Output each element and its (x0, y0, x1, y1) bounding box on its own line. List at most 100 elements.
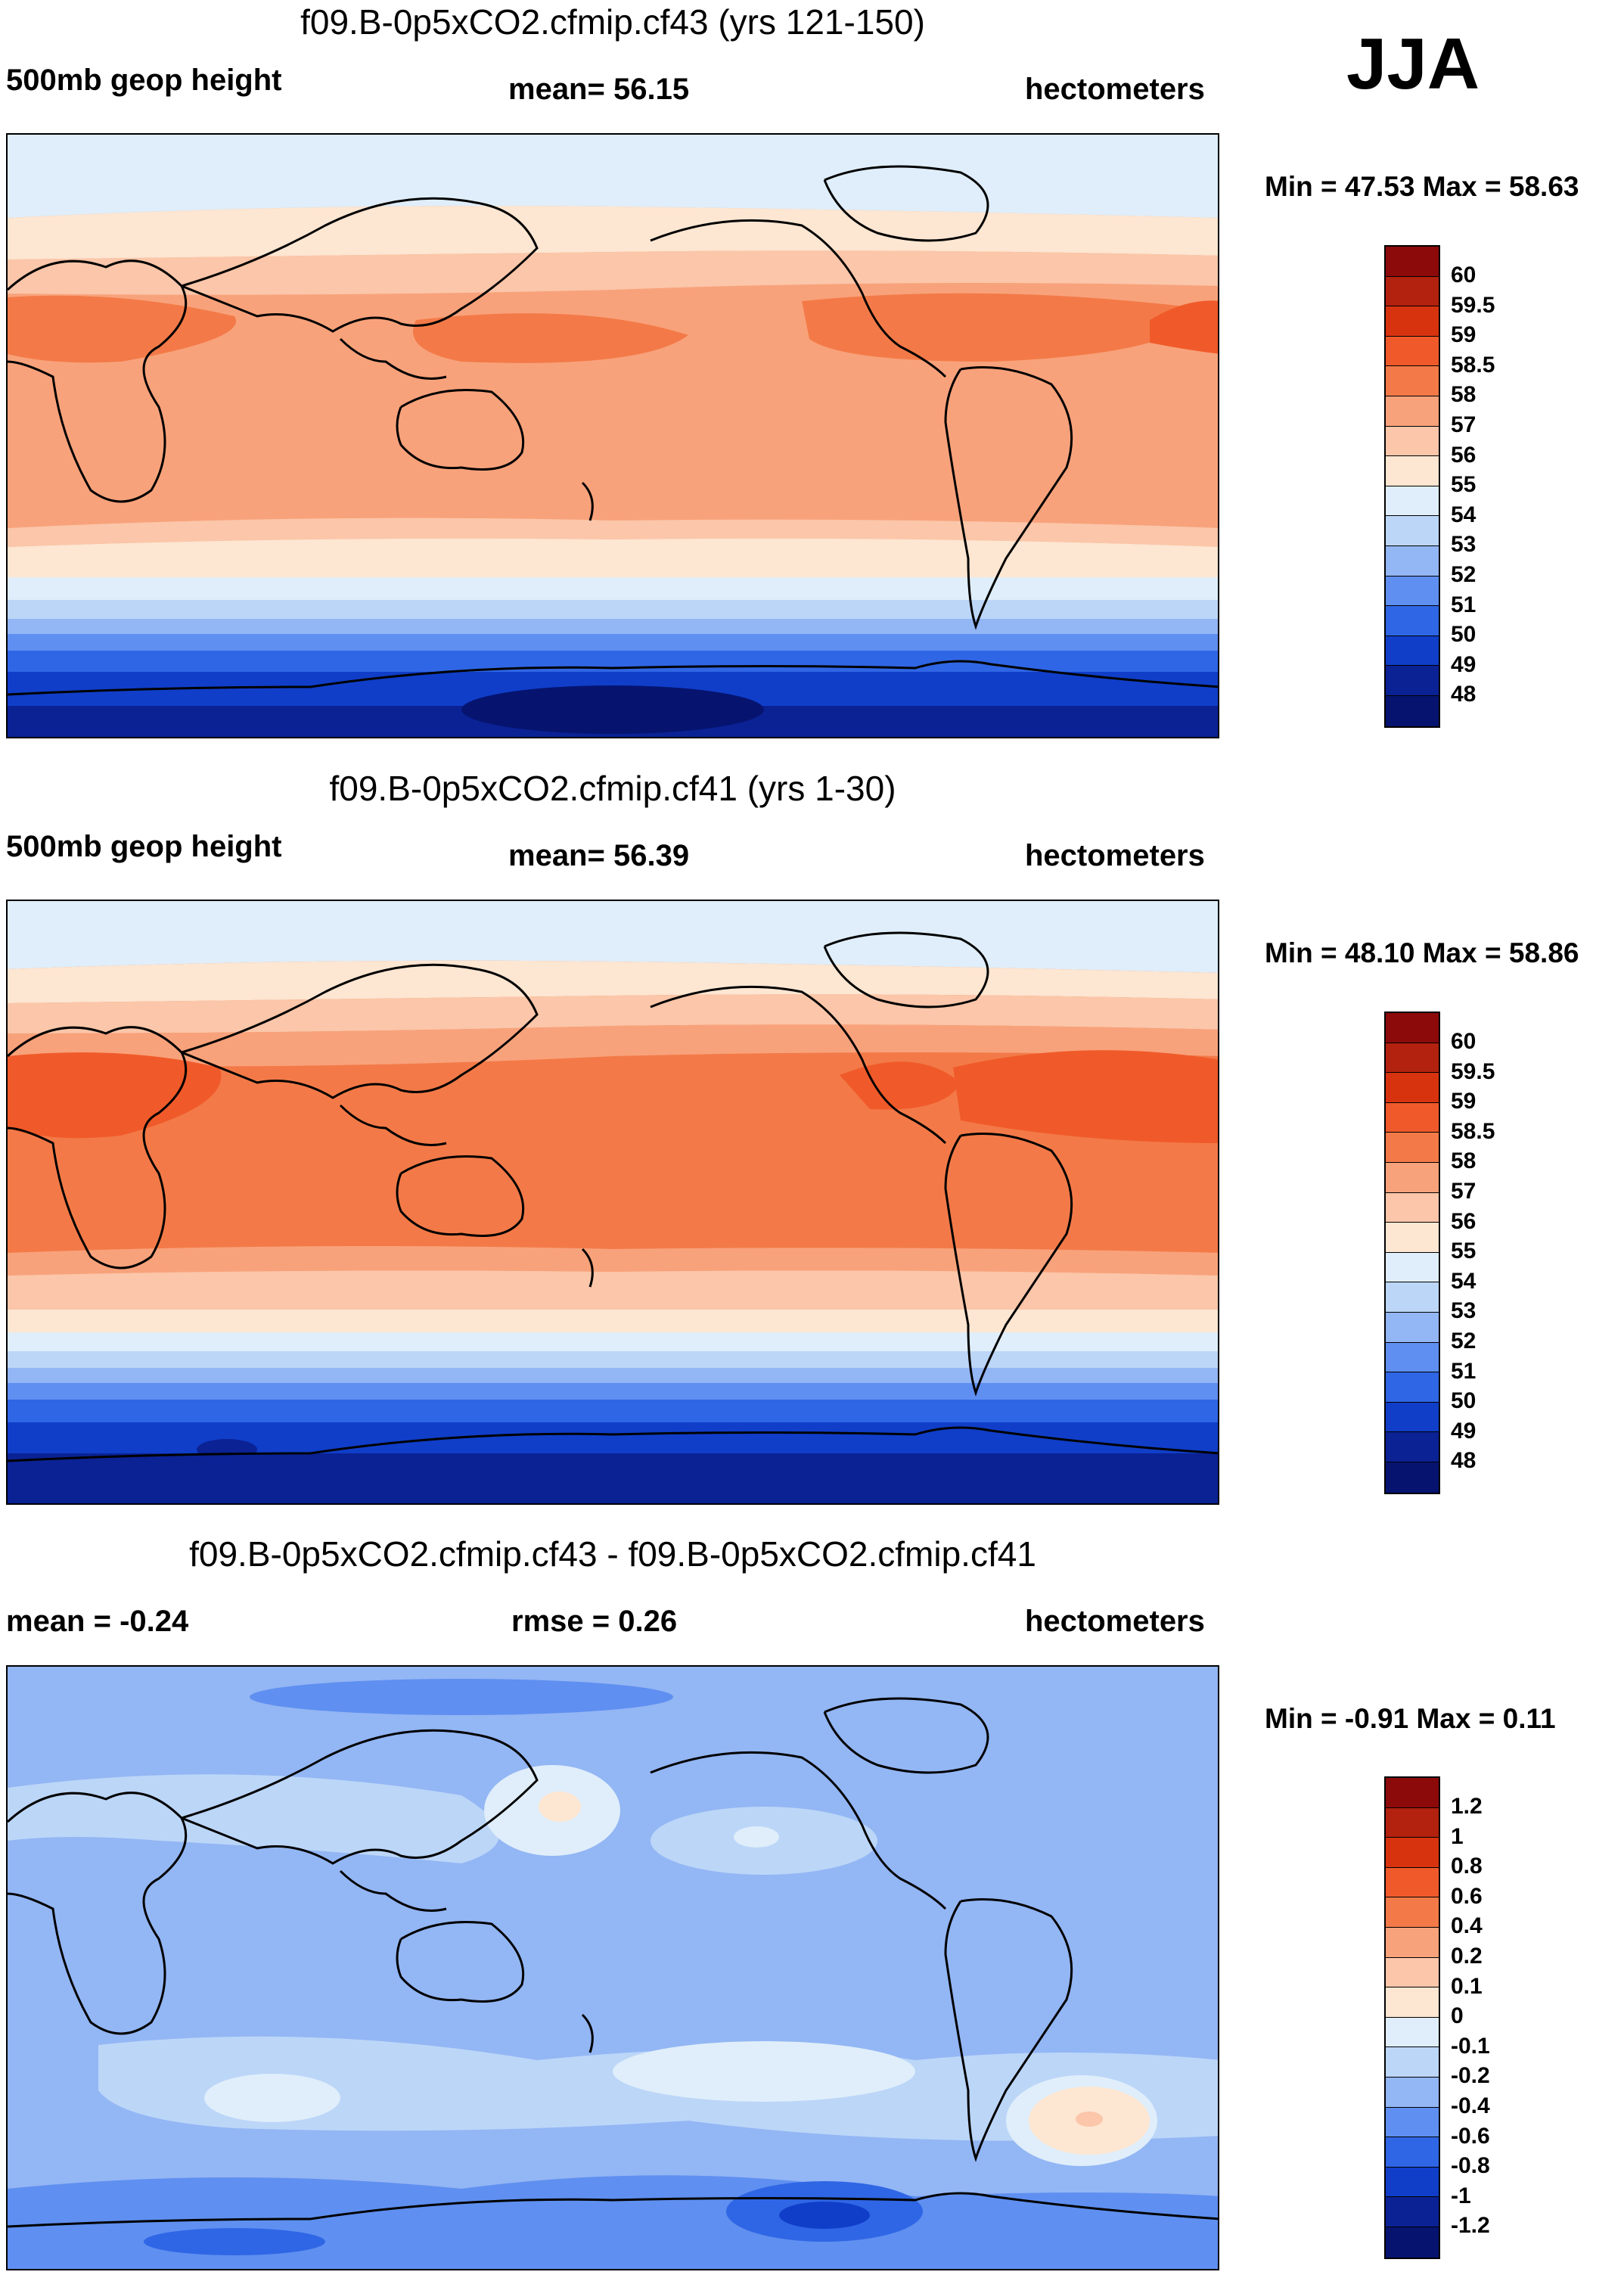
panel-1-colorbar-swatch (1386, 396, 1439, 427)
panel-3-anom-eurasia (8, 1774, 499, 1863)
panel-2-colorbar-swatch (1386, 1342, 1439, 1373)
colorbar-tick-label: 59.5 (1451, 1058, 1495, 1084)
season-label: JJA (1346, 23, 1480, 104)
panel-3-band-base (8, 1667, 1218, 2269)
panel-1-band-55 (8, 206, 1218, 259)
panel-1-map (6, 133, 1219, 738)
colorbar-tick-label: -1 (1451, 2183, 1471, 2208)
panel-1-colorbar (1384, 245, 1440, 728)
colorbar-tick-label: 52 (1451, 1329, 1477, 1353)
panel-3-colorbar-swatch (1386, 1867, 1439, 1898)
colorbar-tick-label: 48 (1451, 1448, 1477, 1474)
colorbar-tick-label: 58.5 (1451, 352, 1495, 378)
panel-2-colorbar-swatch (1386, 1402, 1439, 1433)
panel-2-units-label: hectometers (1025, 839, 1205, 872)
panel-1-colorbar-swatch (1386, 516, 1439, 546)
panel-3-anom-low-2-core (779, 2202, 870, 2229)
panel-3-colorbar-swatch (1386, 2107, 1439, 2138)
colorbar-tick-label: -0.6 (1451, 2123, 1490, 2149)
panel-2-colorbar-swatch (1386, 1043, 1439, 1074)
panel-1-high-core (1150, 300, 1218, 354)
panel-2-colorbar (1384, 1012, 1440, 1494)
panel-2-colorbar-swatch (1386, 1432, 1439, 1462)
panel-2-colorbar-swatch (1386, 1223, 1439, 1253)
panel-2-high-america (840, 1061, 961, 1110)
panel-3-mean-label: mean = -0.24 (6, 1605, 189, 1638)
panel-3-colorbar-swatch (1386, 2017, 1439, 2048)
colorbar-tick-label: 0.6 (1451, 1883, 1483, 1909)
panel-2-band-s50 (8, 1400, 1218, 1422)
panel-1-units-label: hectometers (1025, 73, 1205, 106)
panel-3-anom-indian (204, 2074, 340, 2122)
panel-1-high-africa (8, 295, 237, 363)
panel-1-band-polar (8, 135, 1218, 218)
panel-2-band-s51 (8, 1383, 1218, 1400)
colorbar-tick-label: 58 (1451, 1148, 1477, 1174)
panel-3-colorbar-swatch (1386, 1987, 1439, 2018)
panel-2-band-s56 (8, 1270, 1218, 1310)
panel-3-min-max: Min = -0.91 Max = 0.11 (1265, 1703, 1556, 1734)
panel-2-colorbar-swatch (1386, 1102, 1439, 1133)
panel-1-high-pacific (413, 313, 688, 363)
panel-3-colorbar-swatch (1386, 1897, 1439, 1928)
colorbar-tick-label: 0.2 (1451, 1944, 1483, 1969)
panel-3-anom-satl-peak (1076, 2112, 1103, 2127)
colorbar-tick-label: 58.5 (1451, 1118, 1495, 1144)
panel-1-min-max: Min = 47.53 Max = 58.63 (1265, 171, 1579, 202)
panel-2-mean-label: mean= 56.39 (508, 839, 690, 872)
panel-1-band-s51 (8, 634, 1218, 651)
panel-1-colorbar-swatch (1386, 486, 1439, 517)
panel-1-colorbar-swatch (1386, 636, 1439, 667)
panel-1-title: f09.B-0p5xCO2.cfmip.cf43 (yrs 121-150) (300, 2, 925, 42)
colorbar-tick-label: 49 (1451, 651, 1477, 677)
colorbar-tick-label: 56 (1451, 442, 1477, 468)
panel-2-map (6, 900, 1219, 1505)
colorbar-tick-label: -1.2 (1451, 2213, 1490, 2239)
colorbar-tick-label: 53 (1451, 532, 1477, 558)
panel-1-low-antarctic (461, 685, 764, 734)
panel-2-band-s52 (8, 1368, 1218, 1383)
colorbar-tick-label: 50 (1451, 1388, 1477, 1414)
colorbar-tick-label: 51 (1451, 1358, 1477, 1384)
panel-1-band-s54 (8, 577, 1218, 600)
panel-1-colorbar-swatch (1386, 666, 1439, 696)
panel-2-colorbar-swatch (1386, 1013, 1439, 1043)
panel-2-variable-label: 500mb geop height (6, 830, 282, 863)
panel-3-coastlines (8, 1697, 1218, 2228)
panel-2-colorbar-swatch (1386, 1312, 1439, 1343)
colorbar-tick-label: 60 (1451, 263, 1477, 287)
panel-3-anom-kamchatka-core (539, 1792, 581, 1822)
panel-1-colorbar-swatch (1386, 576, 1439, 607)
colorbar-tick-label: 58 (1451, 382, 1477, 408)
panel-2-coastlines (8, 931, 1218, 1462)
panel-1-colorbar-swatch (1386, 456, 1439, 486)
panel-3-anom-spac (613, 2041, 915, 2102)
colorbar-tick-label: 49 (1451, 1418, 1477, 1444)
panel-1-map-svg (8, 135, 1218, 737)
panel-1-colorbar-swatch (1386, 336, 1439, 367)
panel-3-anom-low-1 (144, 2228, 325, 2255)
panel-2-colorbar-swatch (1386, 1073, 1439, 1103)
panel-1-colorbar-swatch (1386, 306, 1439, 337)
panel-3-units-label: hectometers (1025, 1605, 1205, 1638)
panel-2-min-max: Min = 48.10 Max = 58.86 (1265, 937, 1579, 968)
colorbar-tick-label: 1 (1451, 1823, 1464, 1849)
colorbar-tick-label: 53 (1451, 1298, 1477, 1324)
panel-2-colorbar-swatch (1386, 1282, 1439, 1313)
panel-2-colorbar-swatch (1386, 1372, 1439, 1403)
panel-3-map-svg (8, 1667, 1218, 2269)
panel-1-band-s55 (8, 538, 1218, 577)
panel-2-map-svg (8, 901, 1218, 1503)
colorbar-tick-label: 50 (1451, 622, 1477, 648)
panel-3-colorbar-swatch (1386, 2167, 1439, 2198)
colorbar-tick-label: 0.4 (1451, 1913, 1483, 1939)
colorbar-tick-label: 60 (1451, 1029, 1477, 1054)
panel-1-variable-label: 500mb geop height (6, 64, 282, 97)
panel-1-band-s53 (8, 600, 1218, 619)
panel-1-colorbar-swatch (1386, 426, 1439, 457)
panel-2-colorbar-swatch (1386, 1462, 1439, 1493)
colorbar-tick-label: 0.1 (1451, 1973, 1483, 1999)
colorbar-tick-label: 59 (1451, 322, 1477, 348)
panel-2-colorbar-swatch (1386, 1192, 1439, 1223)
panel-3-colorbar-swatch (1386, 2137, 1439, 2168)
